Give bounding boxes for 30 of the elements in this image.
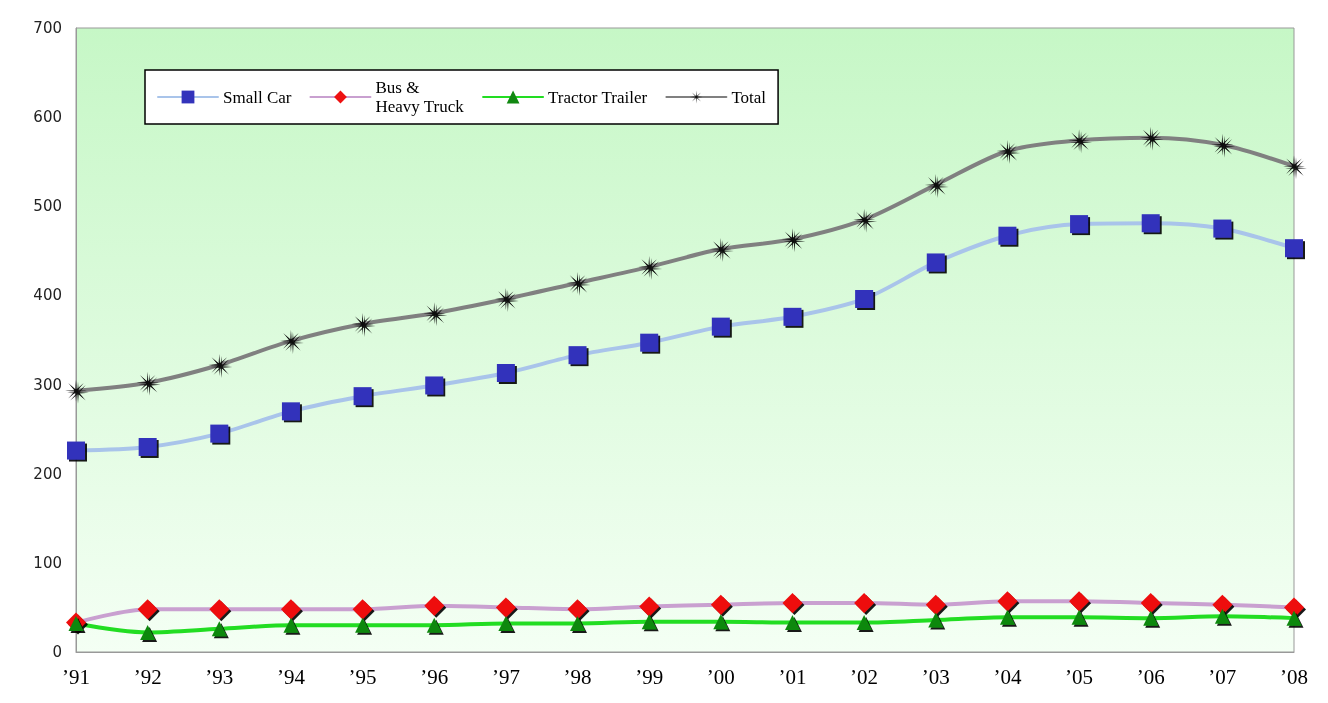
x-tick-label: ’97 <box>491 664 520 689</box>
x-tick-label: ’08 <box>1280 664 1308 689</box>
x-tick-label: ’93 <box>205 664 234 689</box>
x-tick-label: ’07 <box>1208 664 1237 689</box>
x-tick-label: ’04 <box>993 664 1022 689</box>
x-tick-label: ’06 <box>1136 664 1165 689</box>
x-tick-label: ’96 <box>420 664 449 689</box>
x-tick-label: ’91 <box>62 664 90 689</box>
y-tick-label: 200 <box>33 464 62 483</box>
legend-label: Tractor Trailer <box>548 87 648 107</box>
x-tick-label: ’02 <box>850 664 879 689</box>
y-tick-label: 700 <box>33 19 62 37</box>
y-tick-label: 600 <box>33 108 62 127</box>
y-tick-label: 0 <box>52 643 62 661</box>
legend-label: Total <box>731 87 767 107</box>
x-tick-label: ’99 <box>635 664 664 689</box>
x-tick-label: ’92 <box>133 664 162 689</box>
y-tick-label: 100 <box>33 553 62 572</box>
x-tick-label: ’94 <box>276 664 306 689</box>
y-tick-label: 300 <box>33 375 62 394</box>
legend-label: Bus & Heavy Truck <box>375 78 465 116</box>
x-tick-label: ’05 <box>1065 664 1094 689</box>
x-tick-label: ’95 <box>348 664 377 689</box>
x-tick-label: ’01 <box>778 664 807 689</box>
x-tick-label: ’03 <box>921 664 950 689</box>
x-tick-label: ’98 <box>563 664 592 689</box>
y-tick-label: 500 <box>33 197 62 216</box>
y-tick-label: 400 <box>33 286 62 305</box>
legend-label: Small Car <box>223 87 292 107</box>
x-tick-label: ’00 <box>706 664 735 689</box>
